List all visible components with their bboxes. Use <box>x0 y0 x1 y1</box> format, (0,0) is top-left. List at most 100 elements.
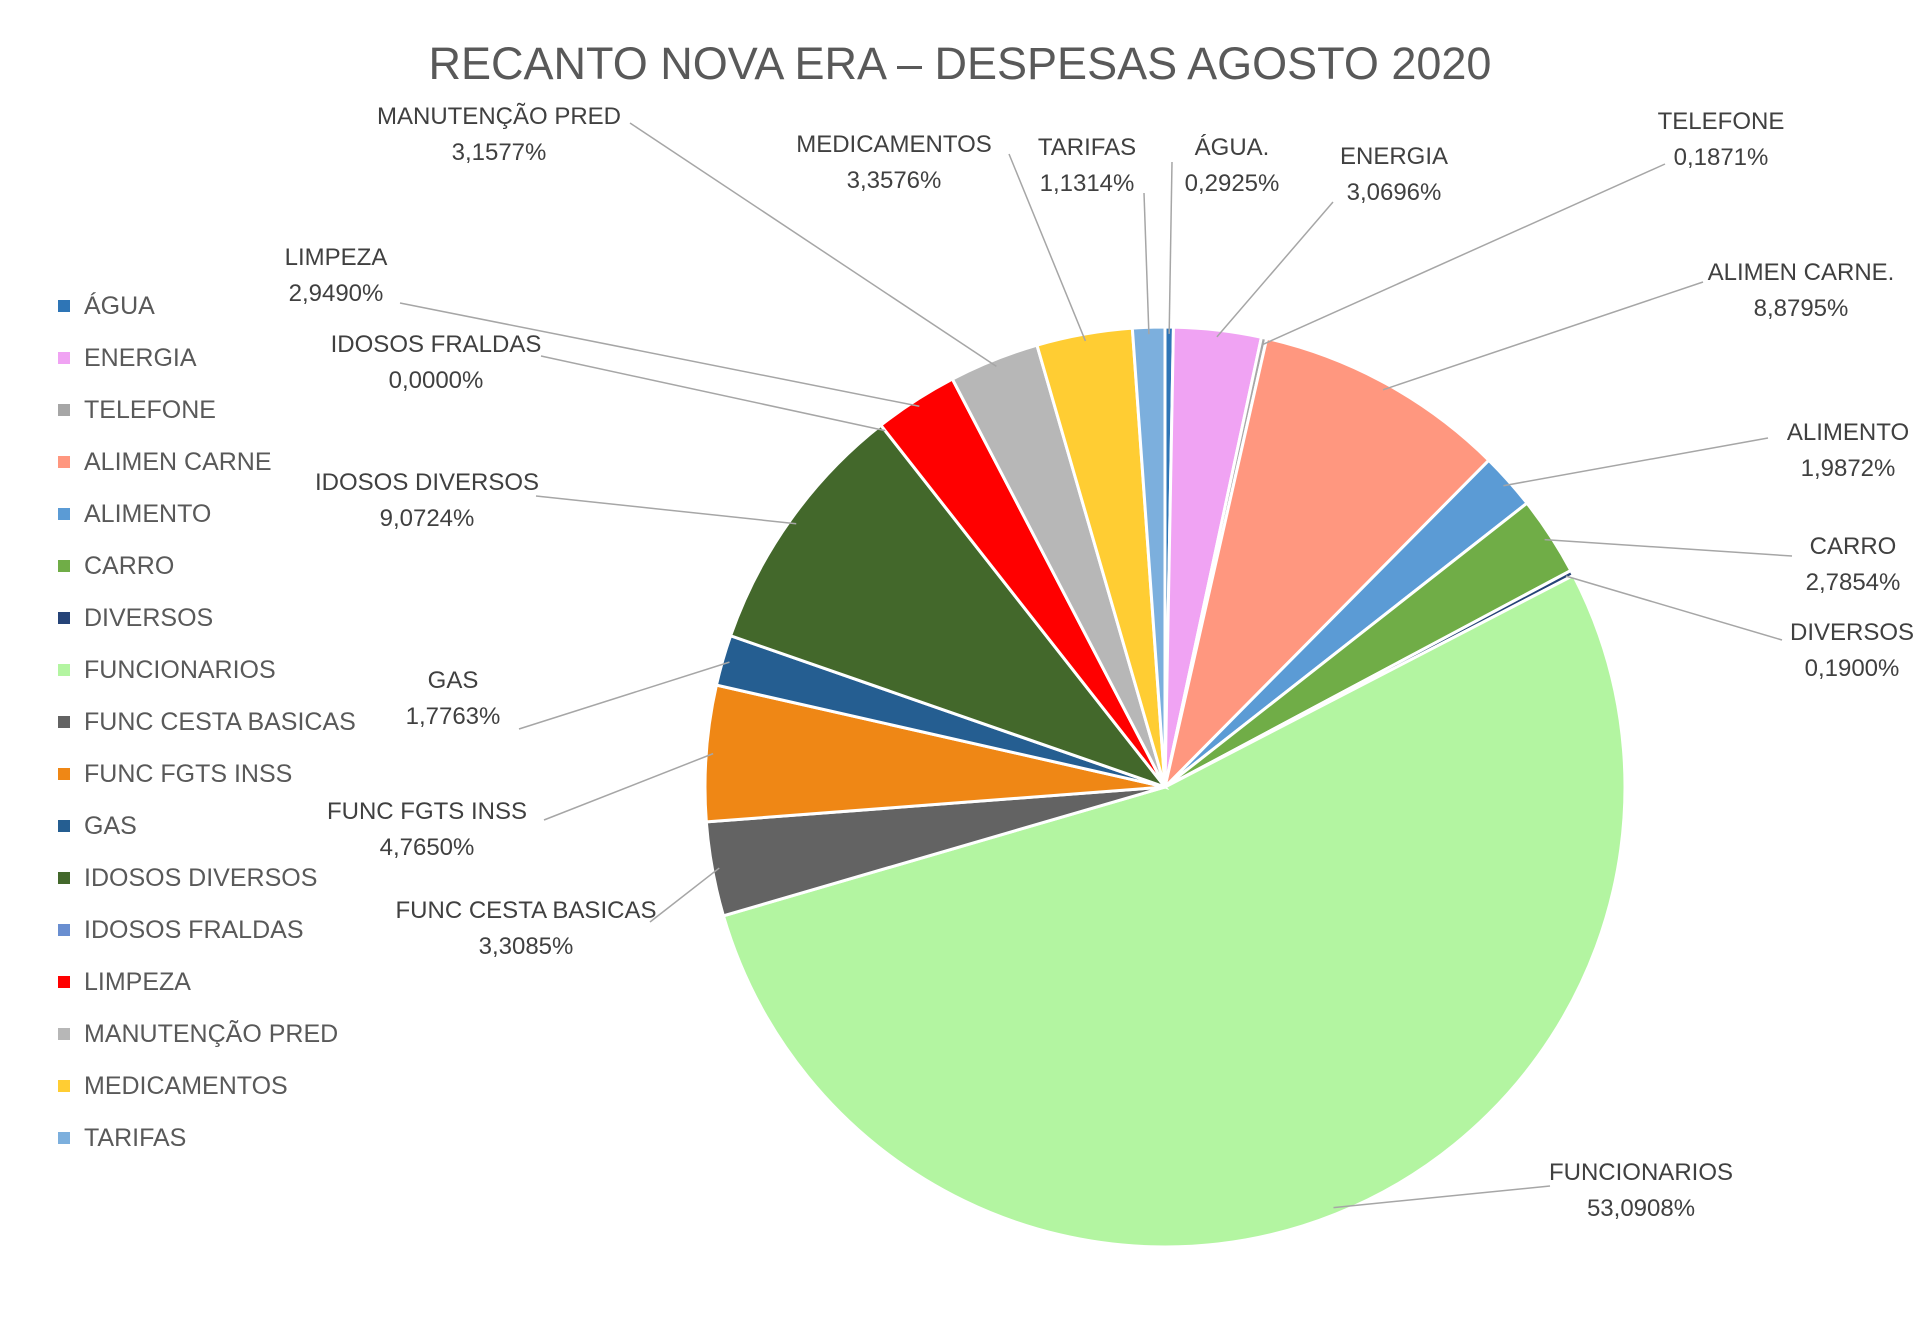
leader-line-tarifas <box>1143 192 1150 335</box>
legend-swatch <box>58 560 70 572</box>
slice-value-manutencao-pred: 3,1577% <box>452 139 547 166</box>
slice-value-alimen-carne: 8,8795% <box>1754 295 1849 322</box>
leader-line-funcionarios <box>1333 1185 1551 1209</box>
slice-label-energia: ENERGIA <box>1340 143 1448 170</box>
slice-label-diversos: DIVERSOS <box>1790 619 1914 646</box>
legend-swatch <box>58 768 70 780</box>
legend-label: TARIFAS <box>84 1123 187 1152</box>
legend-swatch <box>58 976 70 988</box>
legend-item-limpeza: LIMPEZA <box>58 956 388 1008</box>
legend-swatch <box>58 508 70 520</box>
legend-label: FUNC FGTS INSS <box>84 759 293 788</box>
slice-value-funcionarios: 53,0908% <box>1587 1195 1695 1222</box>
slice-value-medicamentos: 3,3576% <box>847 167 942 194</box>
legend-label: MANUTENÇÃO PRED <box>84 1019 339 1048</box>
slice-value-alimento: 1,9872% <box>1801 455 1896 482</box>
legend-item-energia: ENERGIA <box>58 332 388 384</box>
pie-slice-alimen-carne <box>1162 336 1491 792</box>
slice-value-energia: 3,0696% <box>1347 179 1442 206</box>
leader-line-manutencao-pred <box>629 122 997 368</box>
leader-line-agua <box>1168 161 1173 334</box>
leader-line-telefone <box>1262 163 1666 346</box>
leader-line-func-fgts-inss <box>543 752 714 821</box>
pie-slice-funcionarios <box>721 573 1627 1249</box>
legend: ÁGUA ENERGIA TELEFONE ALIMEN CARNE ALIMENTO C… <box>58 280 388 1164</box>
leader-line-limpeza <box>399 302 920 408</box>
slice-value-telefone: 0,1871% <box>1674 144 1769 171</box>
legend-item-diversos: DIVERSOS <box>58 592 388 644</box>
legend-label: FUNC CESTA BASICAS <box>84 707 356 736</box>
legend-item-medicamentos: MEDICAMENTOS <box>58 1060 388 1112</box>
slice-label-tarifas: TARIFAS <box>1038 134 1136 161</box>
legend-swatch <box>58 1080 70 1092</box>
leader-line-energia <box>1216 201 1334 338</box>
legend-label: ALIMENTO <box>84 499 212 528</box>
legend-item-agua: ÁGUA <box>58 280 388 332</box>
leader-line-idosos-diversos <box>535 495 797 525</box>
legend-item-telefone: TELEFONE <box>58 384 388 436</box>
legend-item-idosos-diversos: IDOSOS DIVERSOS <box>58 852 388 904</box>
legend-item-manutencao-pred: MANUTENÇÃO PRED <box>58 1008 388 1060</box>
legend-swatch <box>58 820 70 832</box>
slice-value-agua: 0,2925% <box>1185 170 1280 197</box>
legend-label: GAS <box>84 811 137 840</box>
legend-swatch <box>58 456 70 468</box>
slice-value-diversos: 0,1900% <box>1805 655 1900 682</box>
legend-swatch <box>58 1132 70 1144</box>
slice-value-tarifas: 1,1314% <box>1040 170 1135 197</box>
slice-label-limpeza: LIMPEZA <box>285 244 388 271</box>
slice-value-func-fgts-inss: 4,7650% <box>380 834 475 861</box>
legend-swatch <box>58 352 70 364</box>
legend-label: ALIMEN CARNE <box>84 447 272 476</box>
legend-label: IDOSOS DIVERSOS <box>84 863 318 892</box>
slice-label-idosos-diversos: IDOSOS DIVERSOS <box>315 469 539 496</box>
leader-line-medicamentos <box>1008 153 1087 342</box>
legend-item-funcionarios: FUNCIONARIOS <box>58 644 388 696</box>
legend-swatch <box>58 716 70 728</box>
legend-swatch <box>58 872 70 884</box>
slice-value-idosos-diversos: 9,0724% <box>380 505 475 532</box>
legend-item-alimen-carne: ALIMEN CARNE <box>58 436 388 488</box>
legend-label: DIVERSOS <box>84 603 214 632</box>
legend-swatch <box>58 1028 70 1040</box>
slice-label-gas: GAS <box>428 667 479 694</box>
slice-label-manutencao-pred: MANUTENÇÃO PRED <box>377 103 621 130</box>
legend-item-func-cesta-basicas: FUNC CESTA BASICAS <box>58 696 388 748</box>
legend-label: FUNCIONARIOS <box>84 655 276 684</box>
leader-line-gas <box>518 661 730 730</box>
legend-item-func-fgts-inss: FUNC FGTS INSS <box>58 748 388 800</box>
chart-title: RECANTO NOVA ERA – DESPESAS AGOSTO 2020 <box>428 38 1492 89</box>
legend-item-alimento: ALIMENTO <box>58 488 388 540</box>
slice-value-gas: 1,7763% <box>406 703 501 730</box>
slice-value-idosos-fraldas: 0,0000% <box>389 367 484 394</box>
legend-label: LIMPEZA <box>84 967 191 996</box>
slice-label-funcionarios: FUNCIONARIOS <box>1549 1159 1733 1186</box>
pie-slice-idosos-diversos <box>728 423 1170 791</box>
legend-label: ÁGUA <box>84 291 155 320</box>
legend-swatch <box>58 664 70 676</box>
legend-label: CARRO <box>84 551 175 580</box>
legend-label: ENERGIA <box>84 343 197 372</box>
legend-label: MEDICAMENTOS <box>84 1071 288 1100</box>
slice-label-alimen-carne: ALIMEN CARNE. <box>1708 259 1895 286</box>
leader-line-carro <box>1544 538 1793 557</box>
slice-label-carro: CARRO <box>1810 533 1897 560</box>
legend-swatch <box>58 612 70 624</box>
slice-label-func-fgts-inss: FUNC FGTS INSS <box>327 798 527 825</box>
legend-item-gas: GAS <box>58 800 388 852</box>
leader-line-func-cesta-basicas <box>649 867 720 923</box>
slice-label-telefone: TELEFONE <box>1658 108 1785 135</box>
leader-line-idosos-fraldas <box>540 355 886 432</box>
legend-item-carro: CARRO <box>58 540 388 592</box>
slice-label-func-cesta-basicas: FUNC CESTA BASICAS <box>396 897 657 924</box>
legend-item-idosos-fraldas: IDOSOS FRALDAS <box>58 904 388 956</box>
slice-value-func-cesta-basicas: 3,3085% <box>479 933 574 960</box>
slice-label-idosos-fraldas: IDOSOS FRALDAS <box>331 331 542 358</box>
leader-line-alimen-carne <box>1382 281 1704 391</box>
leader-line-alimento <box>1503 437 1769 487</box>
slice-label-alimento: ALIMENTO <box>1787 419 1909 446</box>
leader-line-diversos <box>1565 575 1783 641</box>
legend-swatch <box>58 300 70 312</box>
legend-swatch <box>58 404 70 416</box>
